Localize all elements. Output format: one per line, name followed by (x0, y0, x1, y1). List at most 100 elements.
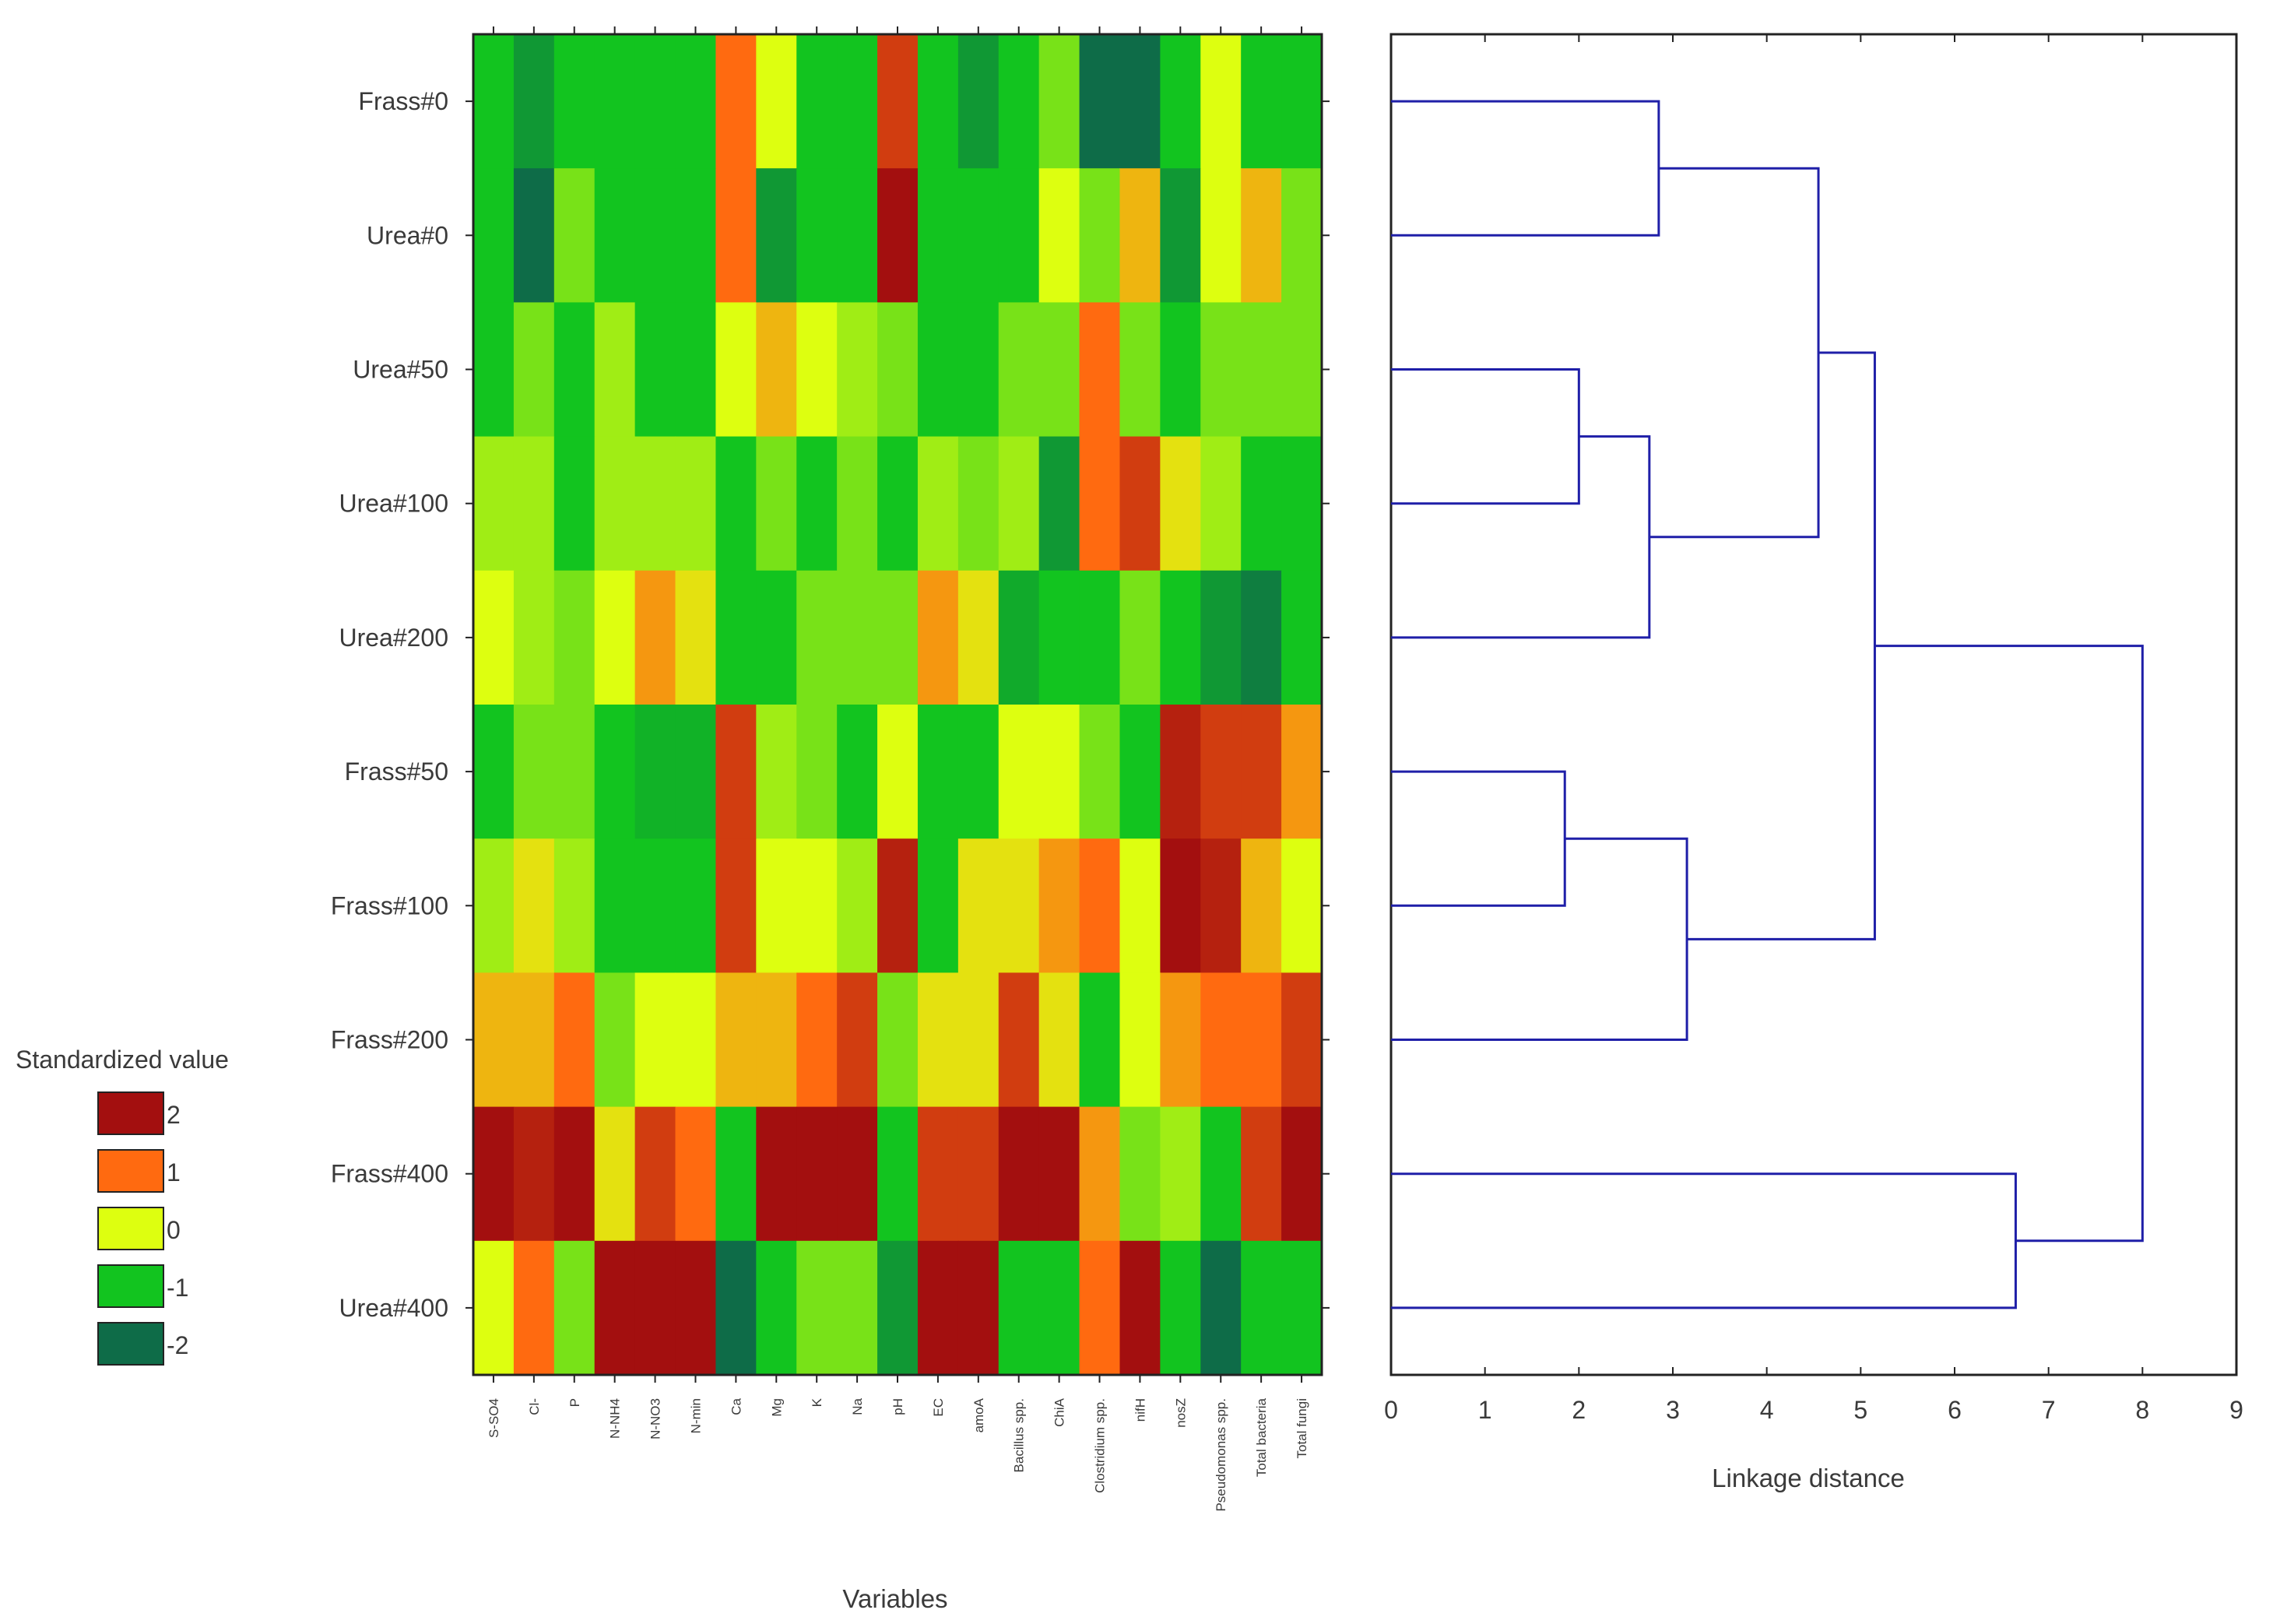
heatmap-cell-frass-0-pseudomonas-spp (1200, 34, 1242, 169)
legend-label-2: 2 (167, 1101, 181, 1129)
heatmap-cell-urea-200-n-min (675, 570, 717, 705)
heatmap-cell-frass-400-mg (756, 1106, 797, 1242)
heatmap-cell-urea-400-ec (917, 1240, 959, 1376)
heatmap-cell-urea-0-amoa (957, 168, 999, 303)
heatmap-cell-frass-50-clostridium-spp (1079, 705, 1121, 839)
column-label-ca: Ca (729, 1397, 743, 1415)
legend-swatch-1 (97, 1264, 164, 1308)
heatmap-cell-frass-200-ph (877, 972, 919, 1108)
heatmap-cell-frass-400-s-so4 (473, 1106, 515, 1242)
heatmap-cell-urea-50-clostridium-spp (1079, 302, 1121, 438)
heatmap-cell-urea-400-ph (877, 1240, 919, 1376)
heatmap-cell-frass-50-na (837, 705, 878, 839)
heatmap-cell-urea-100-p (553, 436, 595, 571)
heatmap-cell-frass-0-ca (715, 34, 757, 169)
column-label-nifh: nifH (1133, 1398, 1147, 1422)
heatmap-cell-urea-50-chia (1038, 302, 1080, 438)
heatmap-cell-frass-0-mg (756, 34, 797, 169)
heatmap-cell-frass-200-n-min (675, 972, 717, 1108)
heatmap-cell-urea-400-p (553, 1240, 595, 1376)
heatmap-cell-frass-50-n-nh4 (594, 705, 636, 839)
heatmap-cell-frass-50-nosz (1160, 705, 1201, 839)
heatmap-cell-frass-100-p (553, 838, 595, 973)
heatmap-cell-frass-50-nifh (1119, 705, 1161, 839)
legend-swatch-0 (97, 1207, 164, 1250)
dendrogram-link-8 (1391, 1172, 2017, 1309)
heatmap-cell-frass-0-ph (877, 34, 919, 169)
heatmap-cell-frass-200-ca (715, 972, 757, 1108)
dendrogram-link-2 (1391, 368, 1580, 505)
heatmap-cell-frass-50-chia (1038, 705, 1080, 839)
heatmap-cell-frass-50-pseudomonas-spp (1200, 705, 1242, 839)
heatmap-cell-urea-200-nosz (1160, 570, 1201, 705)
column-label-n-nh4: N-NH4 (608, 1398, 623, 1439)
heatmap-cell-urea-0-p (553, 168, 595, 303)
heatmap-cell-urea-50-pseudomonas-spp (1200, 302, 1242, 438)
heatmap-cell-frass-200-nifh (1119, 972, 1161, 1108)
heatmap-cell-urea-50-n-no3 (634, 302, 676, 438)
heatmap-cell-frass-200-n-nh4 (594, 972, 636, 1108)
legend-label-1: -1 (167, 1274, 188, 1302)
row-label-urea-200: Urea#200 (339, 624, 448, 652)
heatmap-cell-urea-200-n-nh4 (594, 570, 636, 705)
heatmap-cell-frass-50-s-so4 (473, 705, 515, 839)
heatmap-cell-urea-400-s-so4 (473, 1240, 515, 1376)
heatmap-cell-urea-50-ec (917, 302, 959, 438)
column-label-s-so4: S-SO4 (487, 1398, 501, 1438)
heatmap-cell-frass-400-ca (715, 1106, 757, 1242)
heatmap-cell-frass-200-n-no3 (634, 972, 676, 1108)
dendrogram-link-5 (1391, 770, 1566, 907)
heatmap-cell-frass-50-total-bacteria (1241, 705, 1282, 839)
heatmap-cell-urea-200-ca (715, 570, 757, 705)
row-labels: Frass#0 Urea#0 Urea#50 Urea#100 Urea#200 Fras… (331, 87, 448, 1322)
heatmap-cell-urea-400-nifh (1119, 1240, 1161, 1376)
heatmap-cell-frass-200-s-so4 (473, 972, 515, 1108)
heatmap-cell-frass-0-total-fungi (1281, 34, 1323, 169)
heatmap-cell-frass-400-pseudomonas-spp (1200, 1106, 1242, 1242)
heatmap-cell-urea-100-ec (917, 436, 959, 571)
heatmap-cell-frass-50-amoa (957, 705, 999, 839)
heatmap-cell-frass-100-bacillus-spp (998, 838, 1040, 973)
heatmap-cell-urea-100-nosz (1160, 436, 1201, 571)
column-label-n-no3: N-NO3 (648, 1398, 663, 1439)
heatmap-cell-urea-0-n-no3 (634, 168, 676, 303)
column-label-clostridium-spp: Clostridium spp. (1093, 1398, 1108, 1493)
heatmap-cell-urea-100-ph (877, 436, 919, 571)
heatmap-cell-frass-200-nosz (1160, 972, 1201, 1108)
heatmap-cell-frass-200-bacillus-spp (998, 972, 1040, 1108)
heatmap-cell-frass-100-pseudomonas-spp (1200, 838, 1242, 973)
heatmap-cell-urea-100-na (837, 436, 878, 571)
heatmap-cell-urea-200-p (553, 570, 595, 705)
heatmap-cell-frass-400-n-no3 (634, 1106, 676, 1242)
heatmap-cell-urea-100-n-nh4 (594, 436, 636, 571)
heatmap-cell-frass-0-n-min (675, 34, 717, 169)
dendrogram-link-7 (1687, 351, 1876, 940)
heatmap-cell-frass-100-n-min (675, 838, 717, 973)
heatmap-cell-frass-400-p (553, 1106, 595, 1242)
dendrogram-tick-label-0: 0 (1384, 1396, 1398, 1424)
heatmap-cell-urea-50-mg (756, 302, 797, 438)
heatmap-cell-frass-100-ca (715, 838, 757, 973)
heatmap-cell-urea-0-n-min (675, 168, 717, 303)
dendrogram-tick-label-2: 2 (1572, 1396, 1586, 1424)
heatmap-cell-frass-400-na (837, 1106, 878, 1242)
heatmap-cell-urea-400-nosz (1160, 1240, 1201, 1376)
row-label-frass-0: Frass#0 (358, 87, 448, 115)
heatmap-cell-frass-200-pseudomonas-spp (1200, 972, 1242, 1108)
heatmap-cell-frass-400-n-nh4 (594, 1106, 636, 1242)
row-label-urea-400: Urea#400 (339, 1294, 448, 1322)
legend-swatch-2 (97, 1091, 164, 1135)
column-label-na: Na (850, 1397, 865, 1415)
heatmap-cell-urea-400-n-nh4 (594, 1240, 636, 1376)
heatmap-cell-frass-200-mg (756, 972, 797, 1108)
heatmap-cell-urea-50-cl (513, 302, 555, 438)
heatmap-cell-frass-100-s-so4 (473, 838, 515, 973)
column-labels: S-SO4 Cl- P N-NH4 N-NO3 N-min Ca Mg K Na pH EC amoA B… (487, 1397, 1309, 1511)
heatmap-cell-urea-400-total-bacteria (1241, 1240, 1282, 1376)
heatmap-cell-frass-400-nosz (1160, 1106, 1201, 1242)
dendrogram-link-4 (1649, 167, 1820, 539)
heatmap-cell-frass-50-n-no3 (634, 705, 676, 839)
column-label-nosz: nosZ (1173, 1398, 1188, 1428)
heatmap-cell-frass-100-amoa (957, 838, 999, 973)
column-label-total-fungi: Total fungi (1295, 1398, 1309, 1459)
